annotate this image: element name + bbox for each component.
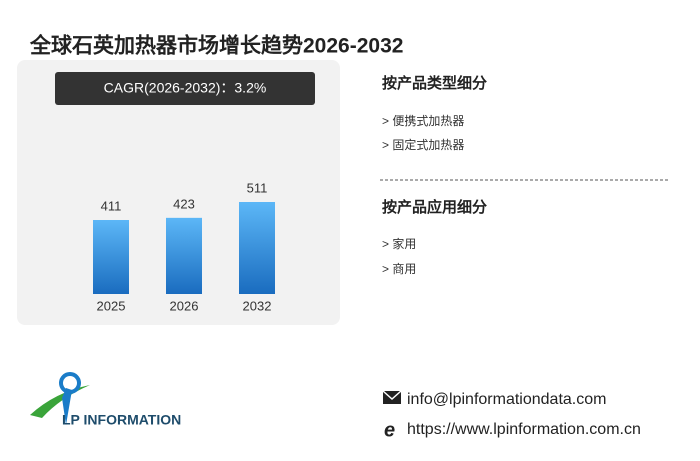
segment-title: 按产品类型细分 [382, 74, 487, 92]
email-icon-flap [382, 390, 402, 401]
chart-title: 全球石英加热器市场增长趋势2026-2032 [29, 34, 403, 58]
cagr-box [55, 72, 315, 105]
bar [93, 220, 129, 294]
logo-text: LP INFORMATION [62, 412, 181, 428]
x-tick-label: 2025 [97, 298, 126, 313]
website: https://www.lpinformation.com.cn [407, 421, 641, 438]
value-label: 511 [247, 180, 268, 195]
logo-mark [30, 372, 90, 425]
web-icon: e [384, 419, 395, 441]
segment-item: > 固定式加热器 [382, 137, 464, 152]
value-label: 423 [173, 196, 195, 211]
email: info@lpinformationdata.com [407, 391, 606, 408]
segment-item: > 商用 [382, 261, 416, 276]
value-label: 411 [101, 198, 122, 213]
x-tick-label: 2032 [243, 298, 272, 313]
cagr-text: CAGR(2026-2032)：3.2% [104, 80, 267, 96]
segment-item: > 便携式加热器 [382, 113, 464, 128]
segment-title: 按产品应用细分 [382, 198, 487, 216]
bar [239, 202, 275, 294]
x-tick-label: 2026 [170, 298, 199, 313]
segment-item: > 家用 [382, 236, 416, 251]
bar [166, 217, 202, 294]
